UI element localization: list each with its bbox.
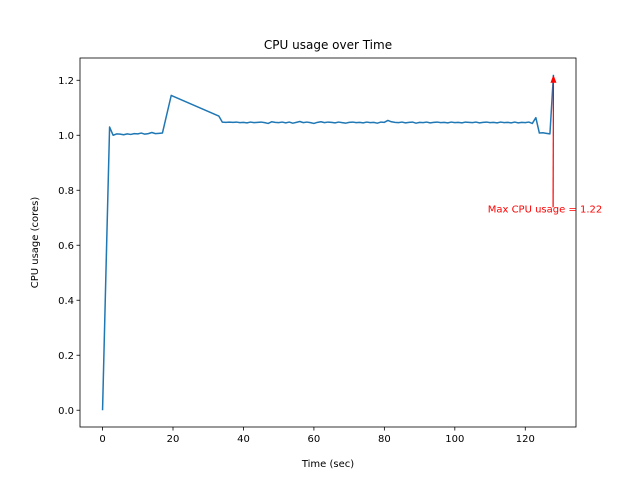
- y-tick-label: 0.2: [58, 351, 74, 362]
- x-tick-label: 120: [516, 434, 535, 445]
- series-line: [101, 74, 555, 411]
- y-tick-label: 0.0: [58, 406, 74, 417]
- x-axis: 0 20 40 60 80 100 120: [99, 427, 535, 445]
- annotation-label: Max CPU usage = 1.22: [488, 204, 603, 215]
- x-tick-label: 60: [308, 434, 321, 445]
- x-tick-label: 0: [99, 434, 105, 445]
- x-tick-label: 40: [237, 434, 250, 445]
- y-axis: 0.0 0.2 0.4 0.6 0.8 1.0 1.2: [58, 76, 80, 417]
- chart-title: CPU usage over Time: [264, 38, 392, 52]
- plot-area: [79, 57, 577, 428]
- y-tick-label: 0.4: [58, 296, 74, 307]
- x-tick-label: 100: [445, 434, 464, 445]
- series-layer: [101, 74, 555, 411]
- y-tick-label: 0.6: [58, 241, 74, 252]
- y-tick-label: 1.2: [58, 76, 74, 87]
- y-axis-label: CPU usage (cores): [30, 197, 41, 289]
- y-tick-label: 0.8: [58, 186, 74, 197]
- y-tick-label: 1.0: [58, 131, 74, 142]
- annotation: Max CPU usage = 1.22: [488, 74, 603, 215]
- x-axis-label: Time (sec): [301, 459, 354, 470]
- x-tick-label: 20: [167, 434, 180, 445]
- x-tick-label: 80: [378, 434, 391, 445]
- annotation-arrowhead: [550, 74, 557, 83]
